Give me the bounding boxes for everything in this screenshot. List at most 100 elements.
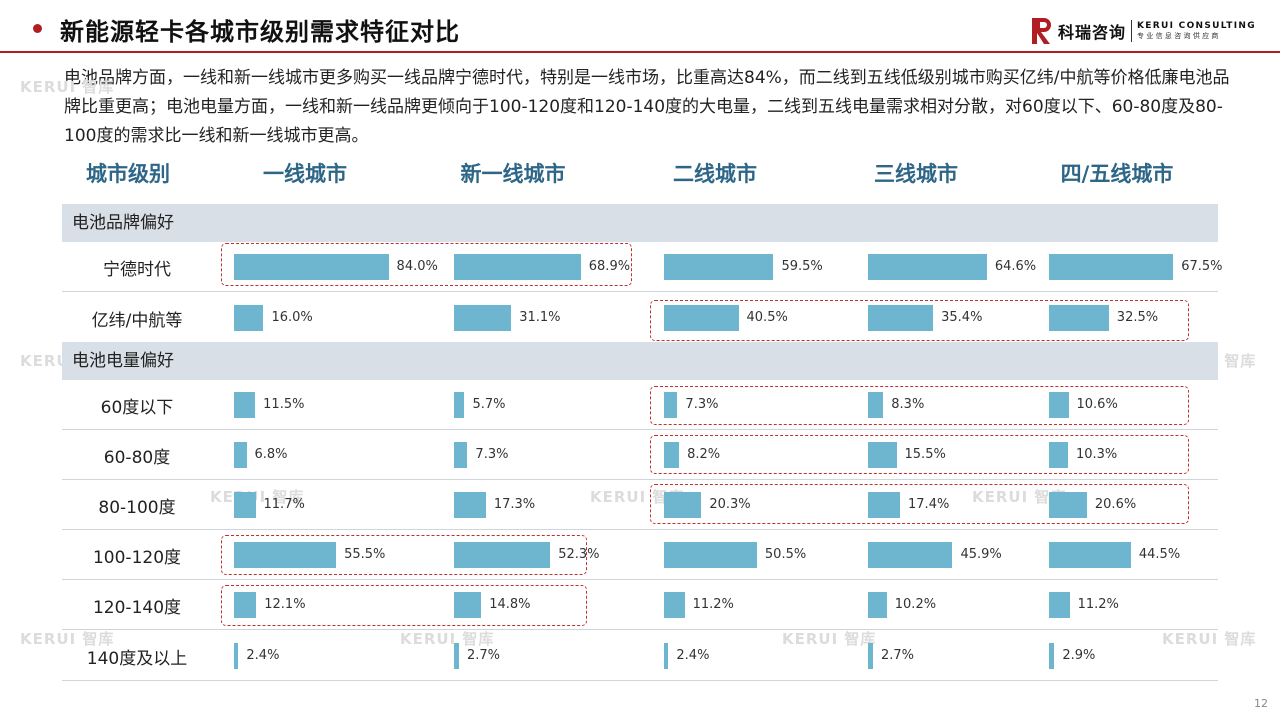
section-header: 电池电量偏好 [62, 342, 1218, 380]
row-label: 亿纬/中航等 [91, 311, 183, 331]
data-bar [664, 492, 702, 518]
kerui-r-logo-icon [1032, 18, 1052, 44]
data-label: 50.5% [764, 547, 807, 562]
logo-en-text: KERUI CONSULTING [1137, 21, 1256, 31]
row-label: 100-120度 [92, 548, 182, 568]
section-header: 电池品牌偏好 [62, 204, 1218, 242]
data-label: 10.3% [1075, 447, 1118, 462]
column-header: 四/五线城市 [1060, 162, 1174, 186]
title-bullet-icon [33, 24, 42, 33]
logo-cn-text: 科瑞咨询 [1058, 23, 1127, 42]
row-label: 宁德时代 [103, 260, 171, 280]
data-label: 8.2% [687, 447, 721, 462]
highlight-box [221, 535, 587, 575]
highlight-box [221, 243, 632, 286]
data-bar [868, 305, 934, 331]
data-label: 84.0% [396, 259, 438, 274]
summary-text: 电池品牌方面，一线和新一线城市更多购买一线品牌宁德时代，特别是一线市场，比重高达… [64, 68, 1230, 146]
data-bar [454, 305, 512, 331]
data-bar [454, 392, 465, 418]
row-label: 60度以下 [100, 398, 174, 418]
highlight-box [221, 585, 587, 626]
kerui-logo: 科瑞咨询 KERUI CONSULTING 专业信息咨询供应商 [1032, 17, 1256, 45]
data-bar [868, 492, 901, 518]
data-label: 11.2% [1077, 597, 1119, 612]
logo-separator [1131, 20, 1133, 42]
data-label: 2.4% [676, 648, 710, 663]
data-bar [868, 643, 873, 669]
row-label: 80-100度 [98, 498, 176, 518]
data-bar [664, 254, 774, 280]
data-bar [234, 492, 256, 518]
row-separator [62, 429, 1218, 430]
data-label: 2.7% [466, 648, 500, 663]
data-bar [454, 592, 482, 618]
data-bar [868, 392, 884, 418]
data-label: 59.5% [781, 259, 823, 274]
data-label: 68.9% [588, 259, 631, 274]
data-label: 11.5% [263, 397, 305, 412]
column-header: 二线城市 [673, 162, 757, 186]
row-separator [62, 479, 1218, 480]
kerui-watermark: KERUI 智库 [972, 488, 1067, 506]
logo-sub-text: 专业信息咨询供应商 [1137, 32, 1221, 40]
data-bar [1049, 442, 1068, 468]
data-bar [664, 643, 669, 669]
data-bar [454, 442, 468, 468]
data-label: 52.3% [558, 547, 600, 562]
kerui-watermark: KERUI 智库 [590, 488, 685, 506]
data-bar [868, 542, 953, 568]
data-label: 5.7% [472, 397, 506, 412]
data-bar [234, 643, 239, 669]
column-header: 一线城市 [263, 162, 347, 186]
data-bar [234, 442, 247, 468]
data-bar [868, 254, 987, 280]
kerui-watermark: KERUI 智库 [210, 488, 305, 506]
highlight-box [650, 300, 1189, 341]
data-bar [664, 392, 678, 418]
data-bar [454, 643, 459, 669]
data-bar [234, 392, 256, 418]
data-bar [234, 542, 337, 568]
row-separator [62, 529, 1218, 530]
data-label: 16.0% [271, 310, 313, 325]
data-bar [454, 542, 551, 568]
data-bar [234, 254, 389, 280]
highlight-box [650, 386, 1189, 425]
column-header: 三线城市 [874, 162, 958, 186]
data-bar [664, 542, 757, 568]
data-bar [664, 305, 739, 331]
page-title: 新能源轻卡各城市级别需求特征对比 [60, 18, 460, 46]
row-header-label: 城市级别 [86, 162, 170, 186]
data-label: 12.1% [264, 597, 306, 612]
page-number: 12 [1254, 697, 1268, 710]
data-label: 11.7% [263, 497, 305, 512]
data-label: 6.8% [254, 447, 288, 462]
data-label: 64.6% [994, 259, 1037, 274]
column-header: 新一线城市 [460, 162, 566, 186]
data-label: 10.2% [894, 597, 937, 612]
data-label: 8.3% [891, 397, 925, 412]
data-label: 7.3% [475, 447, 509, 462]
data-bar [1049, 392, 1069, 418]
data-bar [1049, 542, 1131, 568]
data-label: 44.5% [1138, 547, 1181, 562]
data-label: 14.8% [489, 597, 531, 612]
data-label: 17.4% [908, 497, 950, 512]
kerui-watermark: KERUI 智库 [400, 630, 495, 648]
data-label: 32.5% [1116, 310, 1159, 325]
data-label: 20.6% [1094, 497, 1137, 512]
header-divider [0, 51, 1280, 53]
data-bar [454, 254, 581, 280]
data-label: 67.5% [1181, 259, 1223, 274]
data-bar [234, 305, 264, 331]
data-label: 2.7% [880, 648, 914, 663]
data-label: 31.1% [519, 310, 561, 325]
highlight-box [650, 484, 1189, 524]
data-bar [868, 442, 897, 468]
row-label: 60-80度 [103, 448, 171, 468]
kerui-watermark: KERUI 智库 [1162, 630, 1257, 648]
data-label: 2.4% [246, 648, 280, 663]
data-bar [868, 592, 887, 618]
data-bar [1049, 254, 1174, 280]
